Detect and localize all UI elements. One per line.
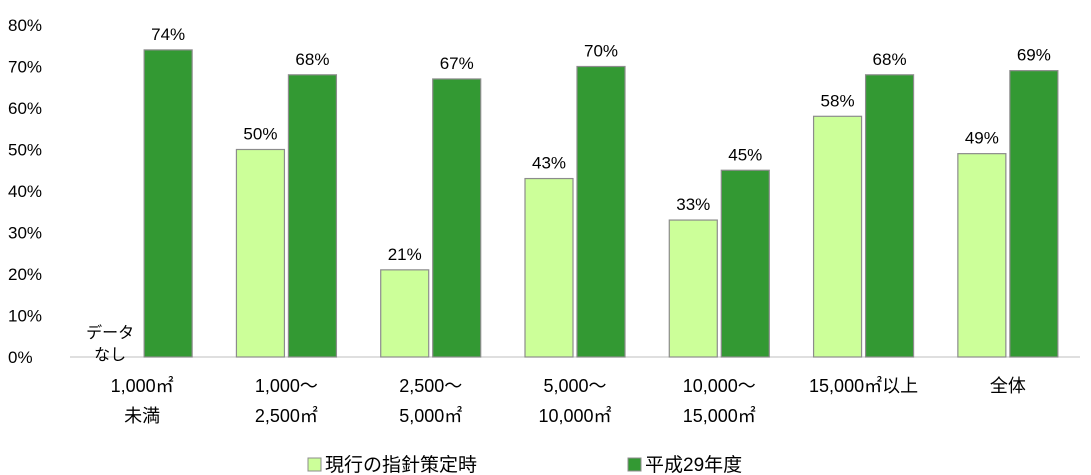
- legend-swatch-initial: [307, 457, 322, 472]
- x-category-label: 2,500㎡: [255, 405, 318, 426]
- y-tick-label: 70%: [8, 58, 42, 77]
- legend: 現行の指針策定時 平成29年度: [307, 454, 742, 475]
- data-label: 68%: [873, 50, 907, 69]
- data-label: 68%: [295, 50, 329, 69]
- y-tick-label: 40%: [8, 182, 42, 201]
- y-tick-label: 50%: [8, 141, 42, 160]
- x-category-label: 15,000㎡: [683, 405, 756, 426]
- bar-h29-3: [576, 65, 626, 358]
- data-label: 70%: [584, 42, 618, 61]
- data-label: 43%: [532, 154, 566, 173]
- bar-h29-4: [720, 169, 770, 358]
- bar-h29-2: [432, 78, 482, 358]
- no-data-annotation: データ: [86, 323, 134, 342]
- x-category-label: 10,000㎡: [538, 405, 611, 426]
- data-label: 21%: [388, 245, 422, 264]
- x-category-label: 1,000㎡: [111, 375, 174, 396]
- bar-h29-6: [1009, 70, 1059, 358]
- data-label: 69%: [1017, 46, 1051, 65]
- legend-label: 現行の指針策定時: [325, 454, 477, 475]
- value-labels: 74% 50% 68% 21% 67% 43% 70% 33% 45% 58% 68% 49% 69%: [151, 25, 1051, 264]
- bar-initial-1: [235, 148, 286, 358]
- data-label: 50%: [243, 125, 277, 144]
- bars: [143, 49, 1059, 358]
- x-category-label: 未満: [124, 406, 160, 426]
- legend-swatch-h29: [627, 457, 642, 472]
- bar-h29-1: [287, 74, 338, 358]
- x-category-label: 15,000㎡以上: [809, 375, 918, 396]
- x-category-label: 全体: [990, 376, 1026, 396]
- data-label: 49%: [965, 129, 999, 148]
- bar-h29-0: [143, 49, 193, 358]
- bar-h29-5: [864, 74, 915, 358]
- bar-initial-2: [380, 269, 430, 358]
- data-label: 45%: [728, 145, 762, 164]
- x-category-label: 1,000～: [255, 376, 318, 396]
- y-tick-label: 60%: [8, 99, 42, 118]
- legend-label: 平成29年度: [645, 454, 742, 475]
- y-tick-label: 30%: [8, 224, 42, 243]
- y-tick-label: 20%: [8, 265, 42, 284]
- y-axis-ticks: 0% 10% 20% 30% 40% 50% 60% 70% 80%: [8, 16, 42, 367]
- x-category-label: 5,000～: [543, 376, 606, 396]
- x-category-label: 10,000～: [683, 376, 756, 396]
- bar-initial-4: [668, 219, 718, 358]
- y-tick-label: 10%: [8, 307, 42, 326]
- data-label: 33%: [676, 195, 710, 214]
- data-label: 58%: [821, 91, 855, 110]
- bar-initial-6: [957, 153, 1007, 358]
- y-tick-label: 80%: [8, 16, 42, 35]
- x-category-label: 2,500～: [399, 376, 462, 396]
- bar-initial-3: [524, 177, 574, 358]
- data-label: 67%: [440, 54, 474, 73]
- bar-initial-5: [812, 115, 863, 358]
- no-data-annotation: なし: [94, 346, 126, 364]
- y-tick-label: 0%: [8, 348, 33, 367]
- data-label: 74%: [151, 25, 185, 44]
- x-category-label: 5,000㎡: [399, 405, 462, 426]
